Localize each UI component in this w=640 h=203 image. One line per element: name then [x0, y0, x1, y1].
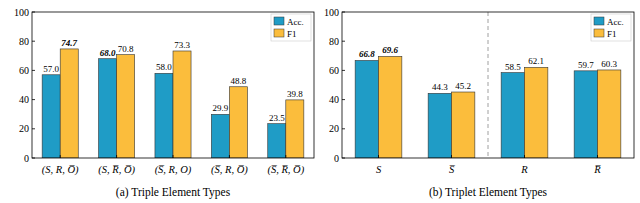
legend-swatch — [594, 17, 604, 25]
tick-mark — [32, 128, 35, 129]
data-label: 58.5 — [505, 62, 521, 72]
legend-label: Acc. — [607, 17, 624, 27]
tick-label: 80 — [329, 36, 339, 47]
bar — [173, 51, 191, 158]
tick-label: 0 — [334, 153, 339, 164]
bar — [99, 59, 117, 158]
bars — [355, 56, 621, 158]
data-label: 59.7 — [578, 60, 594, 70]
legend-label: Acc. — [287, 17, 304, 27]
tick-label: 20 — [329, 123, 339, 134]
data-labels: 66.8 44.3 58.5 59.7 69.6 45.2 62.1 60.3 — [359, 45, 618, 92]
figure: 0 20 40 60 80 100 57.0 68.0 58.0 29.9 23.5 74.7 70.8… — [0, 0, 640, 203]
data-label: 57.0 — [43, 64, 59, 74]
tick-mark — [32, 41, 35, 42]
data-label: 66.8 — [359, 49, 375, 59]
x-tick — [116, 155, 117, 158]
bar — [117, 55, 135, 158]
tick-mark — [342, 41, 345, 42]
bar — [574, 71, 597, 158]
tick-label: 100 — [14, 7, 29, 18]
x-tick — [60, 155, 61, 158]
x-tick — [285, 155, 286, 158]
separator — [488, 12, 489, 158]
data-label: 73.3 — [174, 40, 190, 50]
legend-box — [591, 14, 631, 41]
legend-swatch — [594, 29, 604, 37]
x-tick — [451, 155, 452, 158]
bar — [211, 114, 229, 158]
chart: 0 20 40 60 80 100 66.8 44.3 58.5 59.7 69.6 45.2 62.1… — [324, 7, 634, 200]
x-tick — [378, 155, 379, 158]
x-tick — [229, 155, 230, 158]
category-label: S — [376, 164, 382, 175]
data-label: 74.7 — [61, 38, 77, 48]
data-label: 68.0 — [100, 48, 116, 58]
data-label: 44.3 — [432, 82, 448, 92]
legend-label: F1 — [287, 29, 297, 39]
data-label: 70.8 — [118, 44, 134, 54]
data-label: 58.0 — [156, 62, 172, 72]
tick-mark — [342, 128, 345, 129]
bar — [355, 60, 378, 158]
tick-mark — [342, 99, 345, 100]
data-labels: 57.0 68.0 58.0 29.9 23.5 74.7 70.8 73.3 48.8 39.8 — [43, 38, 303, 123]
plot-frame — [342, 12, 634, 158]
tick-label: 0 — [24, 153, 29, 164]
category-label: (S, R̅, O̅) — [98, 164, 135, 176]
data-label: 48.8 — [231, 76, 247, 86]
tick-label: 100 — [324, 7, 339, 18]
data-label: 69.6 — [382, 45, 398, 55]
bar — [428, 93, 451, 158]
category-label: (S, R, O̅) — [42, 164, 79, 176]
chart-title: (a) Triple Element Types — [116, 186, 231, 199]
tick-label: 40 — [19, 94, 29, 105]
category-label: (S̅, R, O̅) — [211, 164, 248, 176]
category-label: (S̅, R̅, O̅) — [267, 164, 304, 176]
bar — [42, 75, 60, 158]
bar — [268, 124, 286, 158]
tick-label: 60 — [19, 65, 29, 76]
data-label: 45.2 — [455, 81, 471, 91]
x-tick — [173, 155, 174, 158]
tick-label: 20 — [19, 123, 29, 134]
bar — [379, 56, 402, 158]
data-label: 39.8 — [287, 89, 303, 99]
tick-mark — [32, 99, 35, 100]
bar — [501, 73, 524, 158]
tick-mark — [342, 70, 345, 71]
legend-swatch — [274, 17, 284, 25]
data-label: 62.1 — [528, 56, 544, 66]
bars — [42, 49, 304, 158]
plot-frame — [32, 12, 314, 158]
category-label: R — [520, 164, 528, 175]
legend-label: F1 — [607, 29, 617, 39]
tick-label: 40 — [329, 94, 339, 105]
tick-label: 60 — [329, 65, 339, 76]
x-tick — [597, 155, 598, 158]
bar — [286, 100, 304, 158]
category-label: S̅ — [449, 164, 456, 175]
legend-swatch — [274, 29, 284, 37]
data-label: 23.5 — [269, 113, 285, 123]
data-label: 29.9 — [213, 103, 229, 113]
category-label: (S̅, R, O) — [155, 164, 192, 176]
legend: Acc. F1 — [591, 14, 631, 41]
category-label: R̅ — [593, 164, 601, 175]
legend-box — [271, 14, 311, 41]
x-tick — [524, 155, 525, 158]
chart: 0 20 40 60 80 100 57.0 68.0 58.0 29.9 23.5 74.7 70.8… — [14, 7, 314, 200]
legend: Acc. F1 — [271, 14, 311, 41]
bar — [598, 70, 621, 158]
bar — [155, 73, 173, 158]
bar — [452, 92, 475, 158]
bar — [60, 49, 78, 158]
bar — [525, 67, 548, 158]
bar — [229, 87, 247, 158]
tick-label: 80 — [19, 36, 29, 47]
chart-title: (b) Triplet Element Types — [429, 186, 548, 199]
tick-mark — [32, 70, 35, 71]
data-label: 60.3 — [601, 59, 617, 69]
